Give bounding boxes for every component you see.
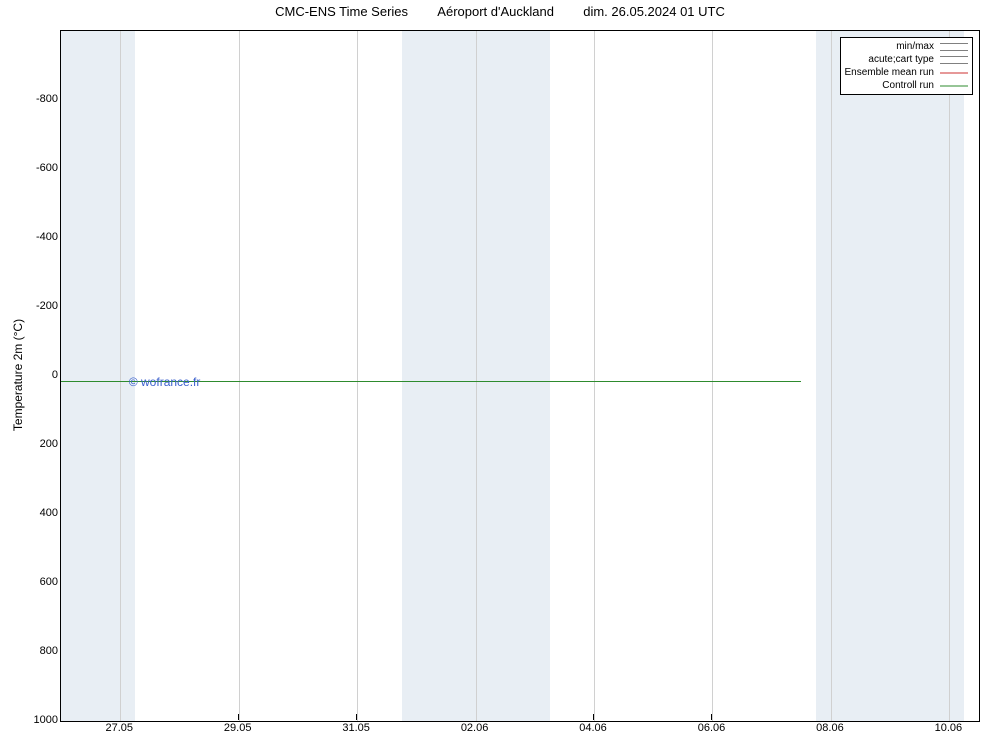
x-tick-label: 29.05 [224, 722, 252, 734]
title-location: Aéroport d'Auckland [437, 4, 554, 19]
legend-item-label: Ensemble mean run [845, 66, 935, 79]
legend: min/maxacute;cart typeEnsemble mean runC… [840, 37, 974, 95]
legend-item-swatch [940, 81, 968, 91]
chart-container: CMC-ENS Time Series Aéroport d'Auckland … [0, 0, 1000, 733]
y-tick-label: 800 [18, 645, 58, 657]
chart-title: CMC-ENS Time Series Aéroport d'Auckland … [0, 4, 1000, 19]
x-gridline [476, 31, 477, 721]
legend-item-swatch [940, 68, 968, 78]
day-night-band [61, 31, 135, 721]
y-tick-label: 0 [18, 369, 58, 381]
legend-item-swatch [940, 42, 968, 52]
legend-item: min/max [845, 40, 969, 53]
y-tick-label: -200 [18, 300, 58, 312]
y-tick-label: 200 [18, 438, 58, 450]
x-gridline [949, 31, 950, 721]
y-tick-label: 400 [18, 507, 58, 519]
day-night-band [816, 31, 964, 721]
x-tick-label: 04.06 [579, 722, 607, 734]
legend-item: acute;cart type [845, 53, 969, 66]
y-tick-label: 1000 [18, 714, 58, 726]
watermark: © wofrance.fr [129, 375, 201, 389]
legend-item-swatch [940, 55, 968, 65]
x-gridline [712, 31, 713, 721]
x-tick-label: 02.06 [461, 722, 489, 734]
x-gridline [357, 31, 358, 721]
x-tick-label: 27.05 [105, 722, 133, 734]
x-tick-label: 08.06 [816, 722, 844, 734]
legend-item-label: acute;cart type [868, 53, 934, 66]
x-gridline [831, 31, 832, 721]
legend-item: Ensemble mean run [845, 66, 969, 79]
y-tick-label: -400 [18, 231, 58, 243]
x-tick-label: 31.05 [342, 722, 370, 734]
title-model: CMC-ENS Time Series [275, 4, 408, 19]
legend-item: Controll run [845, 79, 969, 92]
legend-item-label: min/max [896, 40, 934, 53]
title-datetime: dim. 26.05.2024 01 UTC [583, 4, 725, 19]
x-tick-label: 10.06 [935, 722, 963, 734]
y-tick-label: -600 [18, 162, 58, 174]
y-tick-label: -800 [18, 93, 58, 105]
x-tick-label: 06.06 [698, 722, 726, 734]
x-gridline [594, 31, 595, 721]
x-gridline [239, 31, 240, 721]
x-gridline [120, 31, 121, 721]
y-tick-label: 600 [18, 576, 58, 588]
legend-item-label: Controll run [882, 79, 934, 92]
